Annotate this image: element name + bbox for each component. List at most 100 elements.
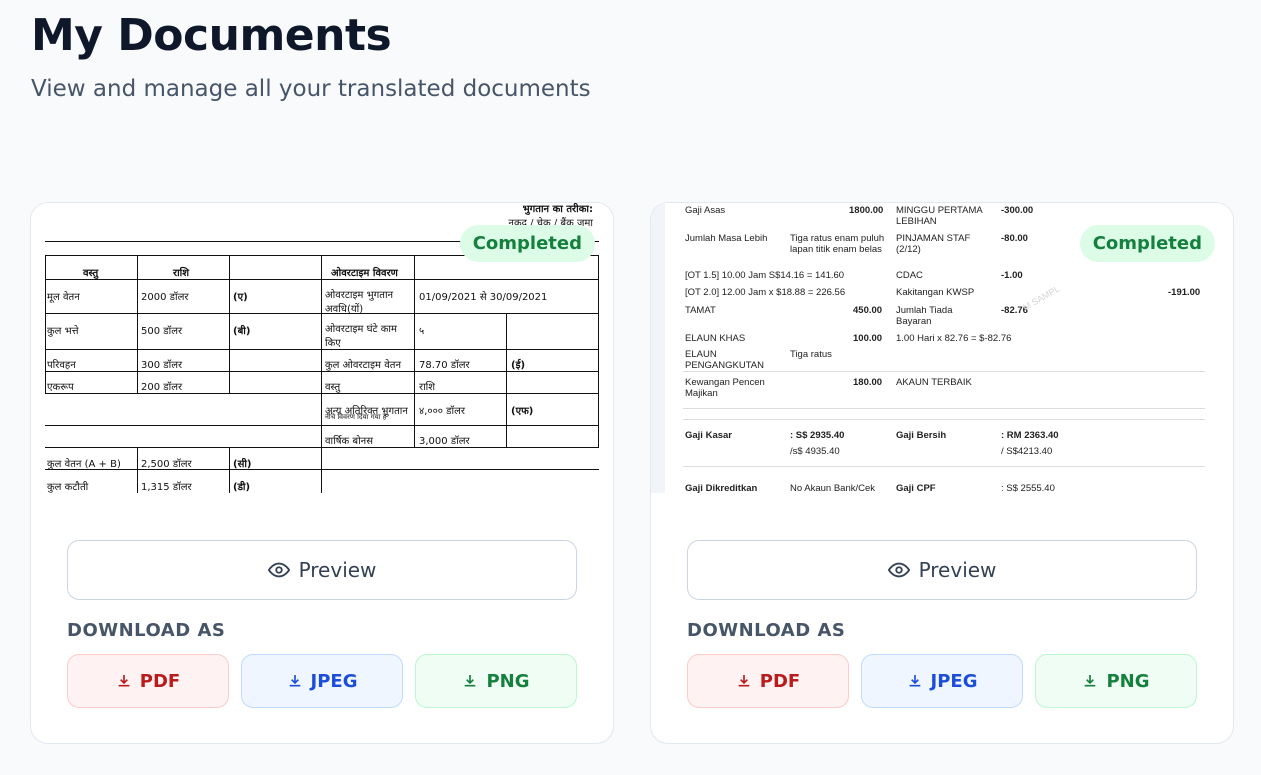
doc-text: Gaji Bersih — [896, 430, 947, 441]
doc-text: (ई) — [511, 360, 526, 371]
doc-text: वस्तु — [83, 268, 99, 279]
doc-text: कुल ओवरटाइम वेतन — [325, 360, 402, 371]
doc-text: मूल वेतन — [47, 292, 80, 303]
status-badge: Completed — [459, 225, 595, 262]
download-jpeg-button[interactable]: JPEG — [861, 654, 1023, 708]
doc-text: नकद / चेक / बैंक जमा — [508, 218, 593, 229]
doc-text: (सी) — [233, 459, 252, 470]
doc-text: 450.00 — [853, 305, 883, 316]
download-icon — [909, 675, 920, 687]
doc-rule — [45, 469, 599, 470]
doc-text: 500 डॉलर — [141, 326, 183, 337]
doc-text: [OT 2.0] 12.00 Jam x $18.88 = 226.56 — [685, 287, 846, 298]
doc-rule — [45, 313, 599, 314]
download-icon — [118, 675, 130, 687]
doc-rule — [45, 279, 599, 280]
doc-text: 100.00 — [853, 333, 883, 344]
format-label: PNG — [1106, 670, 1150, 692]
doc-text: ५ — [419, 326, 425, 337]
doc-text: एकरूप — [47, 382, 74, 393]
doc-text: वार्षिक बोनस — [325, 436, 373, 447]
doc-text: -82.76 — [1001, 305, 1028, 316]
doc-text: ओवरटाइम घंटे काम किए — [325, 324, 397, 349]
doc-text: ओवरटाइम भुगतान अवधि(यों) — [325, 290, 394, 315]
doc-text: No Akaun Bank/Cek — [790, 483, 876, 493]
preview-label: Preview — [298, 558, 377, 582]
document-thumbnail[interactable]: भुगतान का तरीका: नकद / चेक / बैंक जमा वस… — [31, 203, 613, 493]
page-title: My Documents — [31, 10, 392, 61]
doc-text: (डी) — [233, 482, 251, 493]
doc-text: / S$4213.40 — [1001, 446, 1053, 457]
doc-text: Gaji CPF — [896, 483, 936, 493]
doc-text: -191.00 — [1168, 287, 1201, 298]
doc-text: [OT 1.5] 10.00 Jam S$14.16 = 141.60 — [685, 270, 845, 281]
download-jpeg-button[interactable]: JPEG — [241, 654, 403, 708]
doc-text: 78.70 डॉलर — [419, 360, 470, 371]
doc-text: वस्तु — [325, 382, 341, 393]
doc-text: परिवहन — [47, 360, 76, 371]
doc-text: कुल कटौती — [47, 482, 89, 493]
doc-rule — [45, 255, 599, 256]
doc-text: ELAUN KHAS — [685, 333, 746, 344]
download-png-button[interactable]: PNG — [415, 654, 577, 708]
doc-text: भुगतान का तरीका: — [522, 204, 593, 215]
doc-text: Gaji Kasar — [685, 430, 732, 441]
download-label: DOWNLOAD AS — [67, 620, 226, 641]
document-card: भुगतान का तरीका: नकद / चेक / बैंक जमा वस… — [30, 202, 614, 744]
doc-text: Tiga ratus — [790, 349, 832, 360]
doc-text: : S$ 2555.40 — [1001, 483, 1055, 493]
doc-text: 1800.00 — [849, 205, 884, 216]
eye-icon — [267, 562, 290, 578]
status-badge: Completed — [1079, 225, 1215, 262]
doc-text: : RM 2363.40 — [1001, 430, 1059, 441]
doc-text: Kewangan Pencen Majikan — [685, 377, 765, 399]
format-label: PDF — [759, 670, 801, 692]
doc-rule — [45, 425, 599, 426]
doc-text: 01/09/2021 से 30/09/2021 — [419, 292, 548, 303]
doc-text: Tiga ratus enam puluh lapan titik enam b… — [790, 233, 885, 255]
malay-payslip-preview: Gaji Asas 1800.00 MINGGU PERTAMA LEBIHAN… — [651, 203, 1233, 493]
download-icon — [289, 675, 300, 687]
download-icon — [1085, 675, 1096, 687]
doc-text: ELAUN PENGANGKUTAN — [685, 349, 765, 371]
doc-text: PINJAMAN STAF (2/12) — [896, 233, 971, 255]
doc-text: 200 डॉलर — [141, 382, 183, 393]
doc-text: (बी) — [233, 326, 251, 337]
doc-text: TAMAT — [685, 305, 716, 316]
download-icon — [738, 675, 750, 687]
download-png-button[interactable]: PNG — [1035, 654, 1197, 708]
doc-text: AKAUN TERBAIK — [896, 377, 972, 388]
doc-text: Gaji Asas — [685, 205, 726, 216]
doc-text: 300 डॉलर — [141, 360, 183, 371]
doc-text: MINGGU PERTAMA LEBIHAN — [896, 205, 983, 227]
doc-text: नीचे विवरण दिया गया है — [325, 413, 387, 421]
doc-rule — [45, 371, 599, 372]
doc-text: 2,500 डॉलर — [141, 459, 192, 470]
doc-rule — [45, 447, 599, 448]
format-label: JPEG — [930, 670, 978, 692]
doc-text: कुल भत्ते — [47, 326, 79, 337]
preview-button[interactable]: Preview — [67, 540, 577, 600]
doc-text: -1.00 — [1001, 270, 1023, 281]
download-pdf-button[interactable]: PDF — [67, 654, 229, 708]
page-subtitle: View and manage all your translated docu… — [31, 76, 591, 102]
doc-text: Jumlah Masa Lebih — [685, 233, 768, 244]
doc-text: 180.00 — [853, 377, 883, 388]
doc-text: राशि — [173, 268, 190, 279]
doc-text: अन्य अतिरिक्त भुगतान — [325, 406, 408, 417]
doc-text: (एफ) — [511, 406, 534, 417]
doc-text: 3,000 डॉलर — [419, 436, 470, 447]
doc-text: -300.00 — [1001, 205, 1034, 216]
download-pdf-button[interactable]: PDF — [687, 654, 849, 708]
doc-text: 2000 डॉलर — [141, 292, 189, 303]
doc-text: Jumlah Tiada Bayaran — [896, 305, 953, 327]
doc-text: ओवरटाइम विवरण — [331, 268, 398, 279]
doc-text: Kakitangan KWSP — [896, 287, 975, 298]
doc-text: राशि — [419, 382, 436, 393]
download-label: DOWNLOAD AS — [687, 620, 846, 641]
doc-text: कुल वेतन (A + B) — [47, 459, 121, 470]
hindi-payslip-preview: भुगतान का तरीका: नकद / चेक / बैंक जमा वस… — [31, 203, 613, 493]
preview-button[interactable]: Preview — [687, 540, 1197, 600]
format-label: JPEG — [310, 670, 358, 692]
document-thumbnail[interactable]: Gaji Asas 1800.00 MINGGU PERTAMA LEBIHAN… — [651, 203, 1233, 493]
